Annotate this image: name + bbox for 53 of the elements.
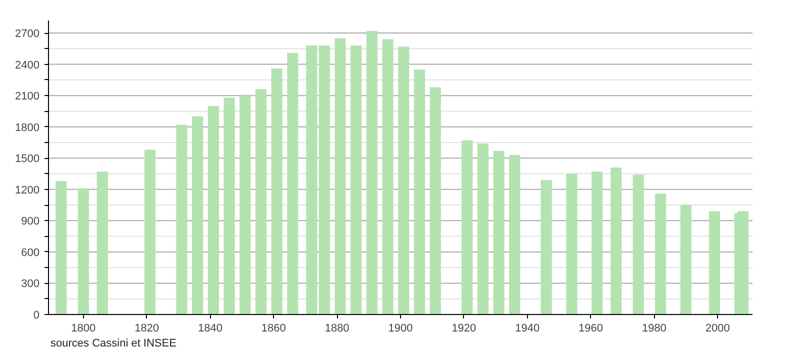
bar	[610, 168, 622, 314]
y-tick-label: 900	[21, 216, 40, 228]
x-tick-label: 1880	[324, 322, 350, 334]
bar	[271, 68, 282, 314]
x-tick-label: 1860	[261, 322, 286, 334]
y-tick-label: 2700	[15, 28, 40, 40]
bar	[96, 172, 108, 314]
bar	[430, 87, 441, 314]
bar	[176, 124, 188, 314]
bar	[334, 38, 346, 314]
y-tick-label: 1500	[15, 153, 40, 166]
bar	[240, 96, 251, 314]
x-tick-label: 1800	[71, 322, 96, 334]
bar	[398, 46, 410, 314]
bar	[477, 144, 488, 314]
bar	[414, 70, 426, 314]
y-tick-label: 1800	[15, 122, 40, 134]
bar	[144, 150, 156, 314]
bar	[708, 211, 720, 314]
bar	[632, 174, 644, 314]
x-tick-label: 1940	[515, 322, 540, 334]
y-tick-label: 1200	[15, 184, 40, 196]
bar	[382, 39, 394, 314]
y-tick-label: 2400	[15, 59, 40, 72]
x-tick-label: 1840	[198, 322, 222, 334]
bar	[287, 52, 298, 314]
bar	[509, 154, 520, 314]
x-tick-label: 1960	[578, 322, 604, 334]
bar	[255, 89, 267, 314]
bar	[208, 106, 219, 314]
bar	[680, 205, 692, 314]
bar	[493, 150, 504, 314]
source-note: sources Cassini et INSEE	[50, 338, 176, 350]
bar	[566, 174, 578, 314]
bar	[462, 140, 473, 314]
y-tick-label: 600	[21, 246, 40, 259]
x-tick-label: 1900	[388, 322, 413, 334]
bar	[654, 194, 666, 314]
x-tick-label: 2000	[705, 322, 730, 334]
x-tick-label: 1820	[134, 322, 160, 334]
bar	[540, 180, 552, 314]
bar	[224, 98, 235, 314]
y-tick-label: 2100	[15, 90, 40, 103]
x-tick-label: 1920	[452, 322, 476, 334]
bar	[192, 116, 204, 314]
bar	[592, 172, 603, 314]
bar	[350, 46, 362, 314]
bar	[78, 188, 89, 314]
bar	[56, 181, 67, 314]
x-tick-label: 1980	[642, 322, 666, 334]
bar	[366, 30, 378, 314]
y-tick-label: 0	[33, 310, 40, 322]
y-tick-label: 300	[21, 278, 40, 290]
